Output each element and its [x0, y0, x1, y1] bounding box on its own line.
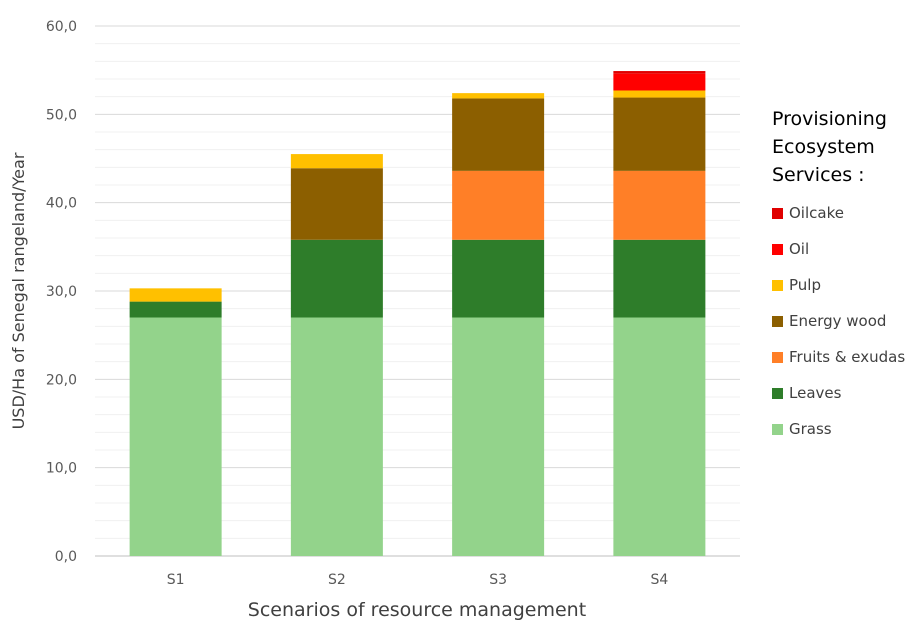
legend-swatch: [772, 315, 783, 327]
bar-segment-s3-leaves: [452, 239, 545, 318]
y-axis-ticks: 0,0 10,0 20,0 30,0 40,0 50,0 60,0: [46, 19, 77, 565]
legend-title: Provisioning Ecosystem Services :: [772, 108, 887, 186]
x-tick-label: S1: [167, 572, 185, 588]
bar-segment-s3-pulp: [452, 93, 545, 99]
bar-segment-s4-oilcake: [613, 71, 706, 74]
legend-items: Oilcake Oil Pulp Energy wood Fruits & exudas…: [772, 195, 905, 447]
legend-label: Oil: [789, 240, 810, 258]
bar-segment-s3-grass: [452, 317, 545, 556]
y-tick-label: 30,0: [46, 284, 77, 300]
legend-swatch: [772, 279, 783, 291]
legend-item: Pulp: [772, 267, 905, 303]
legend-label: Grass: [789, 420, 832, 438]
bar-segment-s4-oil: [613, 73, 706, 91]
y-tick-label: 50,0: [46, 107, 77, 123]
x-tick-label: S2: [328, 572, 346, 588]
legend-label: Pulp: [789, 276, 821, 294]
x-axis-title: Scenarios of resource management: [248, 599, 586, 621]
legend-item: Leaves: [772, 375, 905, 411]
legend-item: Oil: [772, 231, 905, 267]
legend-label: Leaves: [789, 384, 842, 402]
bar-segment-s3-fruits-exudas: [452, 170, 545, 240]
bar-segment-s2-pulp: [290, 154, 383, 169]
y-tick-label: 20,0: [46, 372, 77, 388]
bar-segment-s2-energy-wood: [290, 168, 383, 240]
x-tick-label: S4: [650, 572, 668, 588]
legend-swatch: [772, 351, 783, 363]
bars: [129, 71, 706, 556]
y-tick-label: 0,0: [55, 549, 77, 565]
legend-item: Grass: [772, 411, 905, 447]
legend-swatch: [772, 423, 783, 435]
bar-segment-s3-energy-wood: [452, 98, 545, 171]
x-tick-label: S3: [489, 572, 507, 588]
y-tick-label: 40,0: [46, 196, 77, 212]
x-axis-ticks: S1 S2 S3 S4: [167, 572, 669, 588]
bar-segment-s4-leaves: [613, 239, 706, 318]
bar-segment-s1-leaves: [129, 301, 222, 318]
bar-segment-s4-energy-wood: [613, 97, 706, 171]
legend-swatch: [772, 387, 783, 399]
bar-segment-s4-grass: [613, 317, 706, 556]
y-tick-label: 60,0: [46, 19, 77, 35]
legend-item: Oilcake: [772, 195, 905, 231]
legend-swatch: [772, 243, 783, 255]
legend-item: Energy wood: [772, 303, 905, 339]
bar-segment-s2-leaves: [290, 239, 383, 318]
legend-label: Energy wood: [789, 312, 887, 330]
legend-label: Oilcake: [789, 204, 844, 222]
y-axis-title: USD/Ha of Senegal rangeland/Year: [9, 152, 28, 429]
legend: Provisioning Ecosystem Services : Oilcak…: [772, 105, 905, 447]
legend-swatch: [772, 207, 783, 219]
bar-segment-s1-pulp: [129, 288, 222, 302]
y-tick-label: 10,0: [46, 461, 77, 477]
bar-segment-s1-grass: [129, 317, 222, 556]
bar-segment-s4-pulp: [613, 90, 706, 98]
legend-item: Fruits & exudas: [772, 339, 905, 375]
bar-segment-s4-fruits-exudas: [613, 170, 706, 240]
bar-segment-s2-grass: [290, 317, 383, 556]
legend-label: Fruits & exudas: [789, 348, 906, 366]
